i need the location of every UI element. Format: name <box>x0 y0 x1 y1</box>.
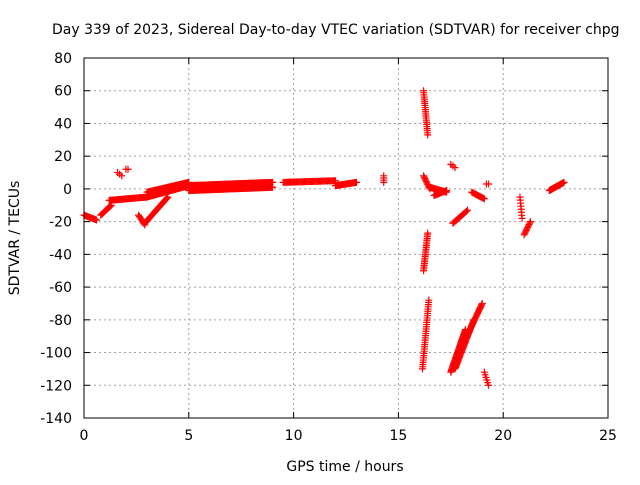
tick-layer: 0 5 10 15 20 25 -140 -120 -100 -80 -60 -40 -20 0 20 40 6… <box>40 51 617 444</box>
data-point <box>352 178 360 186</box>
y-tick-label: -120 <box>40 378 72 394</box>
data-point <box>462 207 470 215</box>
chart-title: Day 339 of 2023, Sidereal Day-to-day VTE… <box>52 22 620 38</box>
data-point <box>518 214 526 222</box>
data-point <box>424 131 432 139</box>
data-point <box>163 194 171 202</box>
data-point <box>526 218 534 226</box>
y-tick-label: 60 <box>54 84 72 100</box>
x-tick-label: 5 <box>184 428 193 444</box>
data-point <box>380 172 388 180</box>
data-point <box>118 172 126 180</box>
grid-layer <box>84 58 608 418</box>
y-tick-label: -100 <box>40 346 72 362</box>
data-point <box>485 180 493 188</box>
data-point <box>485 381 493 389</box>
data-point <box>480 195 488 203</box>
y-tick-label: -80 <box>49 313 72 329</box>
x-tick-label: 0 <box>80 428 89 444</box>
data-point <box>478 299 486 307</box>
data-point <box>269 183 277 191</box>
data-point <box>560 178 568 186</box>
y-tick-label: 0 <box>63 182 72 198</box>
data-point <box>443 187 451 195</box>
y-tick-label: 40 <box>54 116 72 132</box>
data-point <box>451 164 459 172</box>
data-point <box>424 229 432 237</box>
y-tick-label: 20 <box>54 149 72 165</box>
plot-frame <box>83 57 609 419</box>
x-tick-label: 25 <box>599 428 617 444</box>
data-point <box>124 165 132 173</box>
y-tick-label: 80 <box>54 51 72 67</box>
y-axis-label: SDTVAR / TECUs <box>7 181 23 296</box>
x-tick-label: 10 <box>285 428 303 444</box>
x-tick-label: 20 <box>494 428 512 444</box>
y-tick-label: -40 <box>49 247 72 263</box>
y-tick-label: -140 <box>40 411 72 427</box>
data-point <box>93 216 101 224</box>
y-tick-label: -20 <box>49 215 72 231</box>
x-tick-label: 15 <box>389 428 407 444</box>
marks-layer <box>80 87 568 389</box>
data-point <box>425 296 433 304</box>
y-tick-label: -60 <box>49 280 72 296</box>
x-axis-label: GPS time / hours <box>286 459 403 475</box>
data-point <box>464 206 472 214</box>
data-point <box>526 219 534 227</box>
data-point <box>106 203 114 211</box>
